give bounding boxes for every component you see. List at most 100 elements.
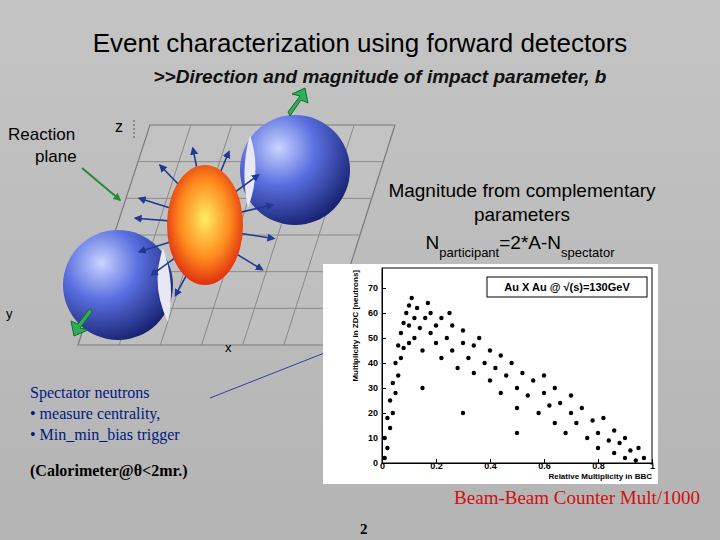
subtitle: >>Direction and magnitude of impact para…	[154, 66, 607, 87]
y-tick-mark	[382, 313, 386, 314]
scatter-point	[388, 398, 392, 402]
pointer	[82, 168, 120, 200]
axis-name: z	[115, 118, 123, 135]
scatter-point	[439, 356, 443, 360]
scatter-point	[553, 421, 557, 425]
formula-part: N	[426, 232, 440, 253]
x-tick: 0.4	[484, 459, 497, 471]
scatter-point	[515, 386, 519, 390]
scatter-point	[472, 371, 476, 375]
axis-line	[134, 120, 135, 140]
scatter-point	[410, 296, 414, 300]
y-tick-mark	[382, 463, 386, 464]
scatter-point	[547, 403, 551, 407]
scatter-point	[385, 446, 389, 450]
scatter-point	[531, 378, 535, 382]
scatter-point	[499, 353, 503, 357]
scatter-point	[569, 411, 573, 415]
scatter-point	[412, 336, 416, 340]
scatter-point	[493, 366, 497, 370]
label: Magnitude from complementary	[388, 180, 656, 201]
scatter-point	[434, 323, 438, 327]
scatter-point	[499, 391, 503, 395]
scatter-point	[612, 451, 616, 455]
scatter-point	[526, 393, 530, 397]
y-tick-mark	[382, 338, 386, 339]
formula-part: spectator	[561, 245, 615, 260]
label: Spectator neutrons	[30, 384, 150, 402]
y-tick: 30	[368, 383, 386, 393]
y-tick-label: 30	[368, 383, 378, 393]
scatter-point	[596, 431, 600, 435]
x-tick-label: 1	[650, 461, 655, 471]
x-tick: 0.6	[538, 459, 551, 471]
scatter-point	[488, 348, 492, 352]
points	[383, 296, 647, 463]
scatter-point	[439, 316, 443, 320]
y-tick-label: 70	[368, 283, 378, 293]
scatter-point	[396, 343, 400, 347]
scatter-point	[612, 428, 616, 432]
scatter-point	[393, 361, 397, 365]
chart-panel	[323, 264, 658, 484]
scatter-point	[445, 336, 449, 340]
scatter-point	[642, 456, 646, 460]
formula-part: =2*A-N	[499, 232, 561, 253]
overlap-cut	[244, 135, 255, 208]
scatter-point	[472, 343, 476, 347]
scatter-point	[404, 311, 408, 315]
axis-name: y	[6, 306, 13, 321]
scatter-point	[623, 436, 627, 440]
scatter-point	[423, 316, 427, 320]
scatter-point	[477, 336, 481, 340]
scatter-point	[461, 328, 465, 332]
scatter-point	[407, 323, 411, 327]
y-tick-label: 60	[368, 308, 378, 318]
scatter-point	[623, 456, 627, 460]
x-tick-label: 0.4	[484, 461, 497, 471]
y-tick-mark	[382, 288, 386, 289]
scatter-point	[385, 416, 389, 420]
label: (Calorimeter@θ<2mr.)	[30, 462, 187, 480]
scatter-point	[383, 436, 387, 440]
scatter-point	[569, 393, 573, 397]
caption: Beam-Beam Counter Mult/1000	[454, 487, 700, 508]
scatter-point	[466, 356, 470, 360]
y-tick-label: 0	[373, 458, 378, 468]
scatter-point	[461, 341, 465, 345]
scatter-point	[634, 458, 638, 462]
scatter-point	[488, 378, 492, 382]
scatter-point	[607, 438, 611, 442]
scatter-point	[558, 401, 562, 405]
label: • Min_min_bias trigger	[30, 426, 180, 444]
y-tick: 10	[368, 433, 386, 443]
label: plane	[35, 147, 77, 166]
formula-part: participant	[439, 245, 499, 260]
scatter-point	[388, 426, 392, 430]
scatter-point	[504, 373, 508, 377]
scatter-point	[415, 306, 419, 310]
y-tick: 20	[368, 408, 386, 418]
y-tick-label: 50	[368, 333, 378, 343]
y-tick-label: 40	[368, 358, 378, 368]
x-tick-label: 0.2	[430, 461, 443, 471]
axis-name: x	[225, 340, 232, 355]
scatter-point	[461, 411, 465, 415]
scatter-point	[434, 341, 438, 345]
scatter-point	[450, 323, 454, 327]
scatter-point	[393, 391, 397, 395]
pointer	[210, 350, 332, 398]
x-tick: 0.2	[430, 459, 443, 471]
scatter-point	[536, 411, 540, 415]
x-tick: 0.8	[592, 459, 605, 471]
y-axis-line	[382, 269, 383, 464]
spectator-arrow	[71, 308, 92, 336]
scatter-point	[447, 311, 451, 315]
scatter-point	[418, 326, 422, 330]
scatter-point	[383, 456, 387, 460]
scatter-point	[482, 361, 486, 365]
y-tick: 50	[368, 333, 386, 343]
scatter-point	[542, 391, 546, 395]
plot-frame	[382, 268, 652, 463]
spectator-arrow	[288, 88, 308, 116]
